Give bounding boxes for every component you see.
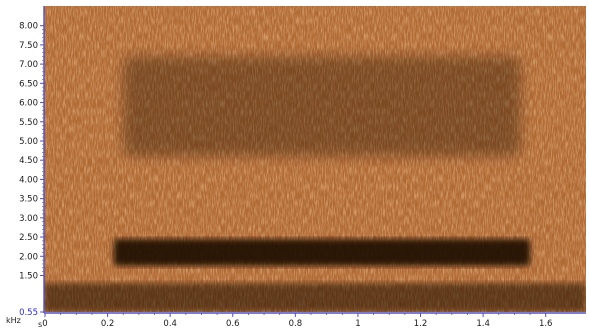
y-tick-label: 1.50 (19, 271, 38, 281)
x-tick-label: 0 (42, 319, 47, 328)
y-tick-label: 5.50 (19, 118, 38, 128)
dark-energy-band (113, 238, 531, 266)
y-tick-label: 4.00 (19, 175, 38, 185)
y-tick-label: 8.00 (19, 22, 38, 32)
x-tick-label: 0.4 (163, 319, 177, 328)
y-tick-label: 4.50 (19, 156, 38, 166)
x-axis-unit-label: s (38, 320, 42, 328)
y-tick-label: 3.00 (19, 214, 38, 224)
dark-upper-region (123, 56, 521, 157)
y-tick-label: 0.55 (19, 308, 38, 318)
y-tick-label: 5.00 (19, 137, 38, 147)
x-tick-label: 1.4 (476, 319, 490, 328)
y-tick-label: 3.50 (19, 195, 38, 205)
y-axis-ticks: 0.55 1.50 2.00 2.50 3.00 3.50 4.00 4.50 5.00 5.50… (19, 22, 44, 318)
x-tick-label: 1.6 (539, 319, 553, 328)
x-axis-ticks: 0 0.2 0.4 0.6 0.8 1 1.2 1.4 1.6 (42, 313, 552, 328)
y-tick-label: 7.50 (19, 41, 38, 51)
x-tick-label: 0.6 (226, 319, 240, 328)
axes (43, 6, 586, 314)
x-tick-label: 0.2 (101, 319, 115, 328)
y-tick-label: 2.50 (19, 233, 38, 243)
plot-area (44, 6, 586, 312)
low-frequency-shadow (44, 283, 586, 312)
y-tick-label: 7.00 (19, 60, 38, 70)
x-tick-label: 1.2 (414, 319, 428, 328)
spectrogram-noise-texture (44, 6, 586, 312)
y-axis-unit-label: kHz (6, 316, 21, 325)
x-tick-label: 0.8 (289, 319, 303, 328)
y-tick-label: 6.50 (19, 79, 38, 89)
y-tick-label: 6.00 (19, 99, 38, 109)
y-tick-label: 2.00 (19, 252, 38, 262)
x-tick-label: 1 (355, 319, 360, 328)
